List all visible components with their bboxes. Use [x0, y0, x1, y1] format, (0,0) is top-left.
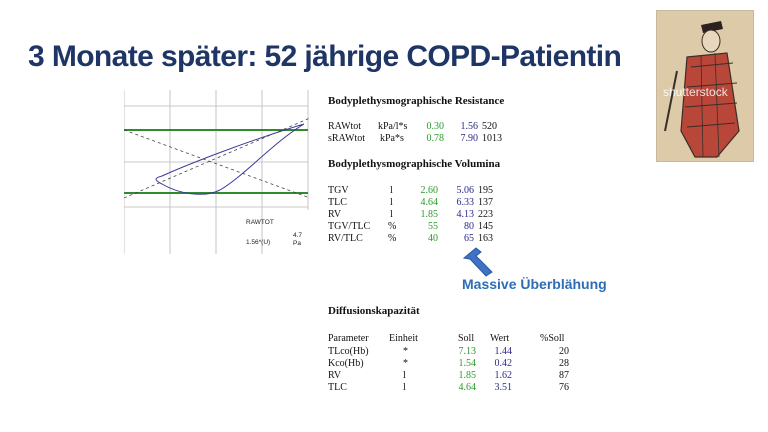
pct-value: 76 [559, 382, 569, 393]
slide-title: 3 Monate später: 52 jährige COPD-Patient… [28, 40, 622, 73]
param-unit: % [388, 233, 397, 244]
soll-value: 0.78 [426, 133, 445, 144]
plot-value: 1.56*(U) [246, 239, 270, 246]
pct-value: 163 [478, 233, 493, 244]
param-unit: l [403, 370, 406, 381]
param-name: TLco(Hb) [328, 346, 369, 357]
header-soll: Soll [458, 333, 475, 344]
plot-scale-value: 4.7 [293, 232, 302, 239]
param-name: TLC [328, 197, 347, 208]
wert-value: 1.44 [494, 346, 513, 357]
param-unit: kPa*s [380, 133, 404, 144]
soll-value: 1.85 [420, 209, 439, 220]
header-wert: Wert [490, 333, 510, 344]
pct-value: 520 [482, 121, 497, 132]
wert-value: 4.13 [456, 209, 475, 220]
soll-value: 40 [428, 233, 438, 244]
plot-grid [124, 90, 309, 254]
pct-value: 195 [478, 185, 493, 196]
wert-value: 0.42 [494, 358, 513, 369]
plot-scale-unit: Pa [293, 240, 301, 247]
param-unit: % [388, 221, 397, 232]
wert-value: 7.90 [460, 133, 479, 144]
resistance-loop [155, 123, 305, 195]
wert-value: 65 [464, 233, 474, 244]
resistance-loop-plot: RAWTOT 1.56*(U) 4.7 Pa [124, 90, 310, 254]
param-unit: l [390, 209, 393, 220]
header-einheit: Einheit [389, 333, 418, 344]
soll-value: 1.85 [458, 370, 477, 381]
soll-value: 55 [428, 221, 438, 232]
param-name: sRAWtot [328, 133, 365, 144]
param-name: TLC [328, 382, 347, 393]
soll-value: 4.64 [420, 197, 439, 208]
param-name: Kco(Hb) [328, 358, 364, 369]
soll-value: 2.60 [420, 185, 439, 196]
param-unit: * [403, 358, 408, 369]
soll-value: 4.64 [458, 382, 477, 393]
wert-value: 1.56 [460, 121, 479, 132]
header-parameter: Parameter [328, 333, 369, 344]
soll-value: 0.30 [426, 121, 445, 132]
param-name: RV [328, 370, 342, 381]
param-name: RV [328, 209, 342, 220]
arrow-icon [462, 247, 493, 277]
param-unit: l [403, 382, 406, 393]
header-pct-soll: %Soll [540, 333, 565, 344]
volumina-heading: Bodyplethysmographische Volumina [328, 158, 501, 170]
wert-value: 3.51 [494, 382, 513, 393]
pct-value: 1013 [482, 133, 502, 144]
massive-ueberblaehung-label: Massive Überblähung [462, 276, 607, 292]
pct-value: 223 [478, 209, 493, 220]
param-name: TGV [328, 185, 349, 196]
pct-value: 137 [478, 197, 493, 208]
illustration-figure [657, 11, 753, 161]
pct-value: 87 [559, 370, 569, 381]
param-unit: kPa/l*s [378, 121, 408, 132]
wert-value: 80 [464, 221, 474, 232]
wert-value: 1.62 [494, 370, 513, 381]
diffusion-heading: Diffusionskapazität [328, 305, 420, 317]
pct-value: 20 [559, 346, 569, 357]
param-unit: l [390, 197, 393, 208]
soll-value: 7.13 [458, 346, 477, 357]
plot-label: RAWTOT [246, 219, 274, 226]
wert-value: 5.06 [456, 185, 475, 196]
param-name: TGV/TLC [328, 221, 371, 232]
param-name: RV/TLC [328, 233, 363, 244]
param-unit: * [403, 346, 408, 357]
param-unit: l [390, 185, 393, 196]
illustration-image: shutterstock [656, 10, 754, 162]
watermark-text: shutterstock [663, 85, 728, 99]
wert-value: 6.33 [456, 197, 475, 208]
resistance-heading: Bodyplethysmographische Resistance [328, 95, 505, 107]
pct-value: 145 [478, 221, 493, 232]
pct-value: 28 [559, 358, 569, 369]
param-name: RAWtot [328, 121, 362, 132]
soll-value: 1.54 [458, 358, 477, 369]
